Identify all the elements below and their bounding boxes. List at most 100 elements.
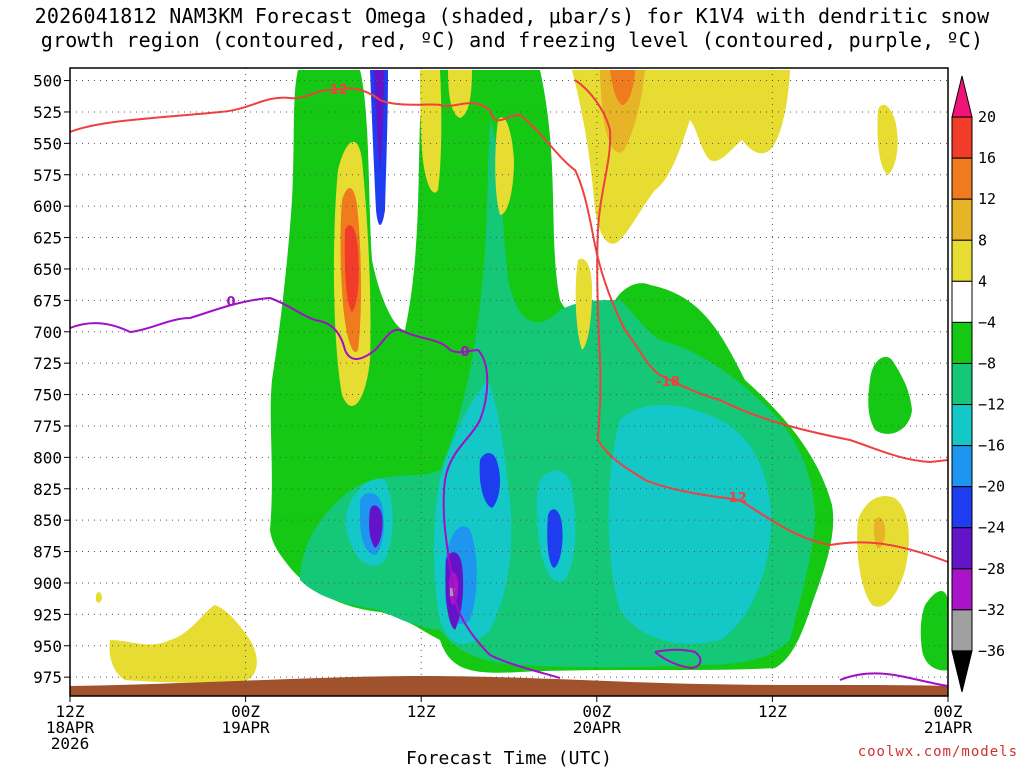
colorbar-bin-4 bbox=[951, 239, 973, 282]
colorbar-label-9: −20 bbox=[978, 478, 1005, 496]
ytick-label-850: 850 bbox=[33, 511, 62, 530]
contour-label-minus12-upper: -12 bbox=[324, 83, 348, 98]
colorbar-label-1: 16 bbox=[978, 149, 996, 167]
grid-layer bbox=[70, 68, 948, 696]
yellow-lower-left bbox=[109, 605, 257, 683]
chart-title-line-1: 2026041812 NAM3KM Forecast Omega (shaded… bbox=[34, 4, 990, 28]
colorbar-bin-1 bbox=[951, 116, 973, 159]
ytick-label-650: 650 bbox=[33, 260, 62, 279]
dendritic-upper-contour bbox=[69, 87, 949, 464]
xtick-label-60-0: 00Z bbox=[934, 702, 963, 721]
omega-shading-layer bbox=[70, 70, 948, 696]
colorbar-label-11: −28 bbox=[978, 560, 1005, 578]
colorbar-bin-7 bbox=[951, 362, 973, 406]
colorbar-bin-5 bbox=[951, 280, 973, 323]
colorbar-bin-8 bbox=[951, 404, 973, 447]
credit-text: coolwx.com/models bbox=[857, 744, 1018, 760]
xtick-label-0-2: 2026 bbox=[51, 734, 90, 753]
colorbar-bin-2 bbox=[951, 157, 973, 200]
xtick-label-0-0: 12Z bbox=[56, 702, 85, 721]
xtick-label-36-0: 00Z bbox=[582, 702, 611, 721]
colorbar-label-4: 4 bbox=[978, 272, 987, 290]
ytick-label-775: 775 bbox=[33, 417, 62, 436]
xtick-label-12-1: 19APR bbox=[222, 718, 271, 737]
chart-title-line-2: growth region (contoured, red, ºC) and f… bbox=[40, 28, 984, 52]
red-left-column bbox=[344, 225, 359, 312]
darkblue-upper-core bbox=[479, 453, 500, 508]
dendritic-lower-contour bbox=[574, 79, 949, 563]
yellow-lower-right bbox=[857, 496, 909, 607]
yellow-speck bbox=[96, 592, 102, 603]
colorbar-label-8: −16 bbox=[978, 437, 1005, 455]
freezing-level-lower-right bbox=[839, 672, 949, 687]
colorbar-bin-12 bbox=[951, 568, 973, 611]
ytick-label-550: 550 bbox=[33, 134, 62, 153]
xtick-label-48-0: 12Z bbox=[758, 702, 787, 721]
ytick-label-725: 725 bbox=[33, 354, 62, 373]
colorbar-label-0: 20 bbox=[978, 108, 996, 126]
colorbar-bin-9 bbox=[951, 445, 973, 488]
contour-layer: -12 -18 -12 0 0 bbox=[69, 79, 949, 687]
green-region-upper-left bbox=[304, 105, 324, 232]
ytick-label-825: 825 bbox=[33, 480, 62, 499]
freezing-level-contour bbox=[69, 296, 561, 679]
xtick-label-60-1: 21APR bbox=[924, 718, 973, 737]
ytick-label-925: 925 bbox=[33, 605, 62, 624]
yellow-column-3 bbox=[495, 117, 514, 215]
ytick-label-625: 625 bbox=[33, 229, 62, 248]
ytick-label-800: 800 bbox=[33, 448, 62, 467]
contour-label-0-left: 0 bbox=[226, 295, 235, 310]
colorbar-top-arrow bbox=[951, 75, 973, 118]
xtick-label-36-1: 20APR bbox=[573, 718, 622, 737]
colorbar-bin-13 bbox=[951, 609, 973, 652]
gold-upper-right bbox=[600, 70, 645, 153]
colorbar-label-2: 12 bbox=[978, 190, 996, 208]
colorbar: 20 16 12 8 4 −4 −8 −12 −16 −20 −24 −28 −32 −36 bbox=[951, 75, 1005, 693]
colorbar-label-6: −8 bbox=[978, 354, 996, 372]
ytick-label-975: 975 bbox=[33, 668, 62, 687]
purple-left-core bbox=[369, 505, 383, 548]
contour-label-0-center: 0 bbox=[460, 345, 469, 360]
colorbar-bin-11 bbox=[951, 527, 973, 570]
terrain-band bbox=[70, 676, 948, 696]
plot-frame bbox=[69, 67, 949, 697]
axes-layer: 500 525 550 575 600 625 650 675 700 725 750 775 800 8… bbox=[33, 67, 973, 768]
ytick-label-600: 600 bbox=[33, 197, 62, 216]
xtick-label-12-0: 00Z bbox=[231, 702, 260, 721]
colorbar-label-5: −4 bbox=[978, 313, 996, 331]
ytick-label-875: 875 bbox=[33, 543, 62, 562]
purple-upper-column bbox=[374, 70, 384, 170]
xtick-label-24-0: 12Z bbox=[407, 702, 436, 721]
colorbar-label-7: −12 bbox=[978, 396, 1005, 414]
yellow-upper-right-speck bbox=[877, 104, 898, 175]
orange-upper-right bbox=[610, 70, 635, 105]
yellow-upper-column-1 bbox=[420, 70, 442, 193]
colorbar-label-3: 8 bbox=[978, 231, 987, 249]
colorbar-label-13: −36 bbox=[978, 642, 1005, 660]
ytick-label-525: 525 bbox=[33, 103, 62, 122]
colorbar-bin-10 bbox=[951, 486, 973, 529]
contour-label-minus18: -18 bbox=[656, 375, 680, 390]
ytick-label-675: 675 bbox=[33, 291, 62, 310]
chart-title: 2026041812 NAM3KM Forecast Omega (shaded… bbox=[0, 4, 1024, 52]
colorbar-label-12: −32 bbox=[978, 601, 1005, 619]
ytick-label-575: 575 bbox=[33, 166, 62, 185]
green-region-right bbox=[920, 590, 948, 671]
colorbar-bottom-arrow bbox=[951, 650, 973, 693]
ytick-label-950: 950 bbox=[33, 637, 62, 656]
cyan-right-core bbox=[608, 405, 771, 644]
colorbar-bin-6 bbox=[951, 321, 973, 364]
gold-lower-right bbox=[873, 517, 886, 549]
green-region-upper-right bbox=[868, 356, 912, 434]
contour-label-minus12-lower: -12 bbox=[723, 491, 747, 506]
ytick-label-750: 750 bbox=[33, 386, 62, 405]
yellow-mid-column bbox=[575, 258, 592, 350]
colorbar-label-10: −24 bbox=[978, 519, 1005, 537]
xtick-label-0-1: 18APR bbox=[46, 718, 95, 737]
ytick-label-700: 700 bbox=[33, 323, 62, 342]
ytick-label-500: 500 bbox=[33, 72, 62, 91]
freezing-level-loop bbox=[654, 648, 702, 670]
darkblue-mid-core bbox=[547, 509, 563, 568]
x-axis-title: Forecast Time (UTC) bbox=[406, 748, 612, 768]
